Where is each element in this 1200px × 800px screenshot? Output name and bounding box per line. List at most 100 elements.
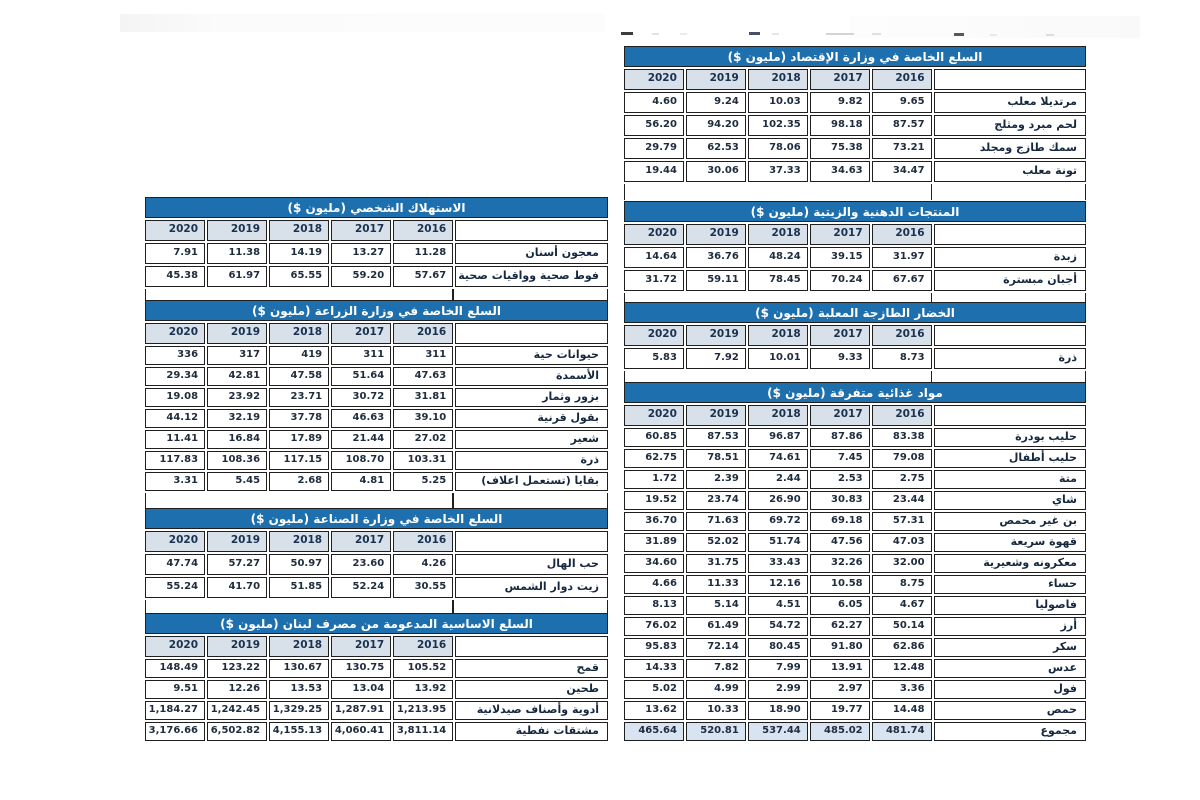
table-row: أجبان مبسترة 67.67 70.24 78.45 59.11 31.72 xyxy=(624,270,1086,291)
scan-speck xyxy=(872,33,881,35)
value-cell: 80.45 xyxy=(747,638,808,657)
row-label: بن غير محمص xyxy=(933,512,1086,531)
value-cell: 148.49 xyxy=(144,659,206,678)
table-row: مشتقات نفطية 3,811.14 4,060.41 4,155.13 6,50… xyxy=(144,722,608,741)
table-row: ذرة 103.31 108.70 117.15 108.36 117.83 xyxy=(144,451,608,470)
value-cell: 37.33 xyxy=(747,161,808,182)
table-title: المنتجات الدهنية والزيتية (مليون $) xyxy=(624,201,1086,222)
value-cell: 5.83 xyxy=(624,348,684,369)
table-row: تونة معلب 34.47 34.63 37.33 30.06 19.44 xyxy=(624,161,1086,182)
value-cell: 2.97 xyxy=(809,680,870,699)
value-cell: 8.75 xyxy=(871,575,932,594)
value-cell: 44.12 xyxy=(144,409,206,428)
value-cell: 48.24 xyxy=(747,247,808,268)
table-personal-consumption: الاستهلاك الشخصي (مليون $) 2016 2017 2018 2… xyxy=(144,197,608,301)
row-label: مرتديلا معلب xyxy=(933,92,1086,113)
value-cell: 2.39 xyxy=(685,470,746,489)
value-cell: 4.67 xyxy=(871,596,932,615)
row-label: بقايا (تستعمل اعلاف) xyxy=(455,472,608,491)
value-cell: 69.72 xyxy=(747,512,808,531)
row-label: أدوية وأصناف صيدلانية xyxy=(455,701,608,720)
value-cell: 9.65 xyxy=(871,92,932,113)
table-row: فوط صحية وواقيات صحية 57.67 59.20 65.55 61.9… xyxy=(144,266,608,287)
row-label-header xyxy=(933,224,1086,245)
table-row: سمك طازج ومجلد 73.21 75.38 78.06 62.53 29.79 xyxy=(624,138,1086,159)
table-title: مواد غذائية متفرقة (مليون $) xyxy=(624,382,1086,403)
value-cell: 74.61 xyxy=(747,449,808,468)
value-cell: 46.63 xyxy=(331,409,392,428)
value-cell: 23.60 xyxy=(331,554,392,575)
year-header-cell: 2016 xyxy=(871,405,932,426)
value-cell: 8.13 xyxy=(624,596,684,615)
value-cell: 13.53 xyxy=(269,680,330,699)
year-header-cell: 2019 xyxy=(685,405,746,426)
table-row: معكرونه وشعيرية 32.00 32.26 33.43 31.75 34.60 xyxy=(624,554,1086,573)
value-cell: 34.60 xyxy=(624,554,684,573)
value-cell: 36.70 xyxy=(624,512,684,531)
row-label: حيوانات حية xyxy=(455,346,608,365)
value-cell: 19.08 xyxy=(144,388,206,407)
value-cell: 7.99 xyxy=(747,659,808,678)
value-cell: 47.03 xyxy=(871,533,932,552)
value-cell: 78.06 xyxy=(747,138,808,159)
value-cell: 10.33 xyxy=(685,701,746,720)
value-cell: 8.73 xyxy=(871,348,932,369)
year-header-cell: 2017 xyxy=(331,323,392,344)
table-bdl-subsidized-goods: السلع الاساسية المدعومة من مصرف لبنان (م… xyxy=(144,613,608,741)
value-cell: 10.58 xyxy=(809,575,870,594)
value-cell: 3,811.14 xyxy=(393,722,454,741)
year-header-row: 2016 2017 2018 2019 2020 xyxy=(144,636,608,657)
year-header-row: 2016 2017 2018 2019 2020 xyxy=(144,531,608,552)
year-header-cell: 2017 xyxy=(809,224,870,245)
table-row: معجون أسنان 11.28 13.27 14.19 11.38 7.91 xyxy=(144,243,608,264)
table-row: شاي 23.44 30.83 26.90 23.74 19.52 xyxy=(624,491,1086,510)
year-header-cell: 2020 xyxy=(144,636,206,657)
row-label: زيت دوار الشمس xyxy=(455,577,608,598)
value-cell: 70.24 xyxy=(809,270,870,291)
value-cell: 108.36 xyxy=(207,451,268,470)
value-cell: 33.43 xyxy=(747,554,808,573)
row-label: مجموع xyxy=(933,722,1086,741)
value-cell: 3,176.66 xyxy=(144,722,206,741)
table-tail xyxy=(145,493,608,509)
year-header-cell: 2020 xyxy=(624,224,684,245)
value-cell: 14.48 xyxy=(871,701,932,720)
value-cell: 34.63 xyxy=(809,161,870,182)
year-header-cell: 2019 xyxy=(207,220,268,241)
value-cell: 9.24 xyxy=(685,92,746,113)
table-tail xyxy=(145,600,608,614)
value-cell: 41.70 xyxy=(207,577,268,598)
row-label: ذرة xyxy=(933,348,1086,369)
value-cell: 73.21 xyxy=(871,138,932,159)
table-row: لحم مبرد ومثلج 87.57 98.18 102.35 94.20 56.20 xyxy=(624,115,1086,136)
value-cell: 311 xyxy=(331,346,392,365)
year-header-cell: 2016 xyxy=(393,636,454,657)
value-cell: 1,242.45 xyxy=(207,701,268,720)
year-header-cell: 2019 xyxy=(685,69,746,90)
value-cell: 19.77 xyxy=(809,701,870,720)
row-label: حليب بودرة xyxy=(933,428,1086,447)
value-cell: 465.64 xyxy=(624,722,684,741)
value-cell: 5.45 xyxy=(207,472,268,491)
row-label: قمح xyxy=(455,659,608,678)
value-cell: 30.83 xyxy=(809,491,870,510)
value-cell: 45.38 xyxy=(144,266,206,287)
row-label: سمك طازج ومجلد xyxy=(933,138,1086,159)
value-cell: 55.24 xyxy=(144,577,206,598)
row-label: أجبان مبسترة xyxy=(933,270,1086,291)
value-cell: 4,060.41 xyxy=(331,722,392,741)
value-cell: 61.49 xyxy=(685,617,746,636)
row-label: طحين xyxy=(455,680,608,699)
value-cell: 13.91 xyxy=(809,659,870,678)
value-cell: 5.14 xyxy=(685,596,746,615)
year-header-cell: 2020 xyxy=(144,531,206,552)
value-cell: 23.71 xyxy=(269,388,330,407)
value-cell: 11.41 xyxy=(144,430,206,449)
year-header-cell: 2016 xyxy=(393,531,454,552)
value-cell: 7.92 xyxy=(685,348,746,369)
row-label-header xyxy=(933,405,1086,426)
table-title: السلع الاساسية المدعومة من مصرف لبنان (م… xyxy=(145,613,608,634)
table-agriculture-goods: السلع الخاصة في وزارة الزراعة (مليون $) … xyxy=(144,300,608,509)
row-label: بقول قرنية xyxy=(455,409,608,428)
